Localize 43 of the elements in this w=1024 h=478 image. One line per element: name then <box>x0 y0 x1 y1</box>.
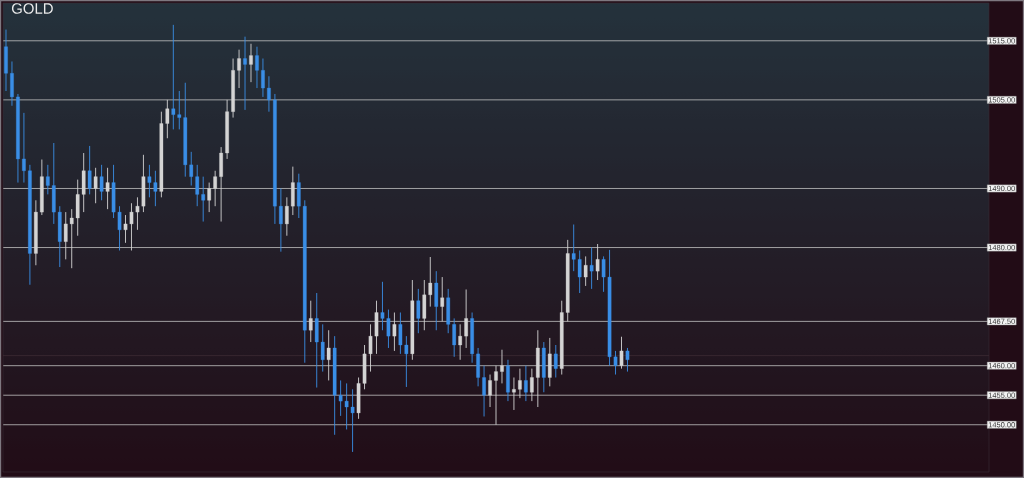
candlestick <box>267 75 271 113</box>
candlestick <box>207 182 211 213</box>
candlestick <box>440 276 445 322</box>
candlestick <box>464 289 468 349</box>
candlestick <box>595 243 600 281</box>
candlestick <box>99 164 104 201</box>
candlestick <box>249 43 253 83</box>
candlestick <box>416 288 421 334</box>
candlestick <box>524 365 528 402</box>
candlestick <box>279 188 283 253</box>
candlestick <box>512 377 516 411</box>
candlestick <box>530 368 534 402</box>
candlestick <box>93 167 98 204</box>
candlestick <box>219 146 223 222</box>
candlestick <box>434 270 439 331</box>
candlestick <box>243 36 247 111</box>
candlestick <box>619 336 624 370</box>
candlestick <box>326 329 331 381</box>
candlestick <box>589 247 594 290</box>
candlestick <box>87 145 92 195</box>
candlestick <box>10 61 14 107</box>
candlestick <box>308 300 313 343</box>
candlestick <box>285 196 289 237</box>
candlestick <box>583 255 588 287</box>
candlestick <box>255 46 259 89</box>
candlestick <box>482 365 486 417</box>
candlestick <box>213 170 217 207</box>
candlestick <box>547 337 552 387</box>
candlestick <box>261 58 265 98</box>
candlestick <box>458 323 462 361</box>
candlestick <box>518 368 522 399</box>
candlestick <box>105 167 110 210</box>
candlestick <box>237 49 241 89</box>
candlestick <box>553 344 558 378</box>
candlestick <box>22 112 26 184</box>
candlestick <box>392 312 397 352</box>
candlestick <box>488 374 492 408</box>
candlestick <box>500 349 504 384</box>
candlestick <box>291 166 295 216</box>
chart-title: GOLD <box>11 3 53 14</box>
candlestick <box>476 347 480 387</box>
candlestick <box>625 347 630 373</box>
candlestick <box>494 365 498 426</box>
